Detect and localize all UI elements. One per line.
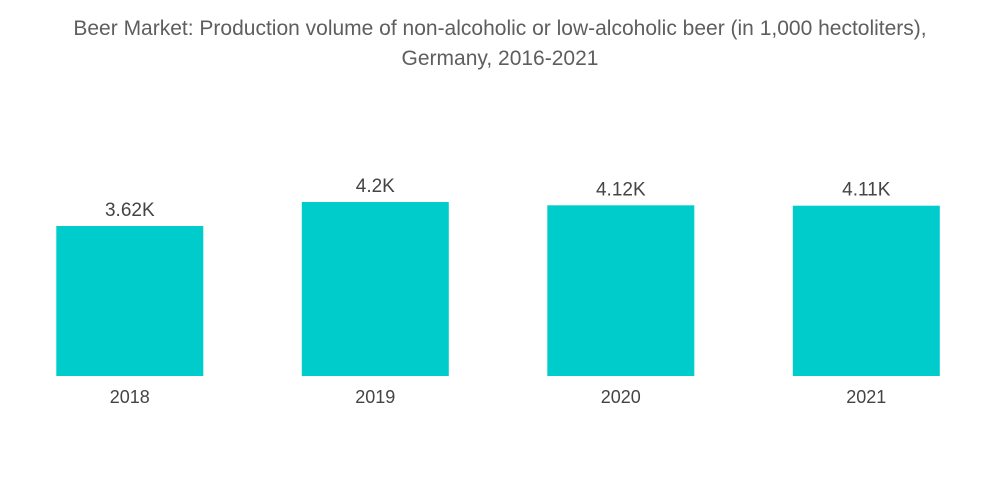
data-label-2021: 4.11K (842, 180, 891, 201)
chart-title: Beer Market: Production volume of non-al… (0, 14, 1000, 74)
x-tick-label-2020: 2020 (601, 387, 641, 407)
x-tick-label-2018: 2018 (110, 387, 150, 407)
bar-2019 (301, 202, 449, 376)
chart-title-line-2: Germany, 2016-2021 (401, 47, 599, 70)
data-label-2018: 3.62K (105, 200, 155, 221)
x-tick-label-2019: 2019 (355, 387, 395, 407)
x-tick-label-2021: 2021 (846, 387, 886, 407)
data-label-2019: 4.2K (356, 176, 395, 197)
chart-title-line-1: Beer Market: Production volume of non-al… (73, 17, 927, 40)
bar-2018 (56, 226, 204, 376)
bar-2020 (547, 205, 695, 376)
bar-2021 (792, 205, 940, 376)
data-label-2020: 4.12K (596, 179, 646, 200)
